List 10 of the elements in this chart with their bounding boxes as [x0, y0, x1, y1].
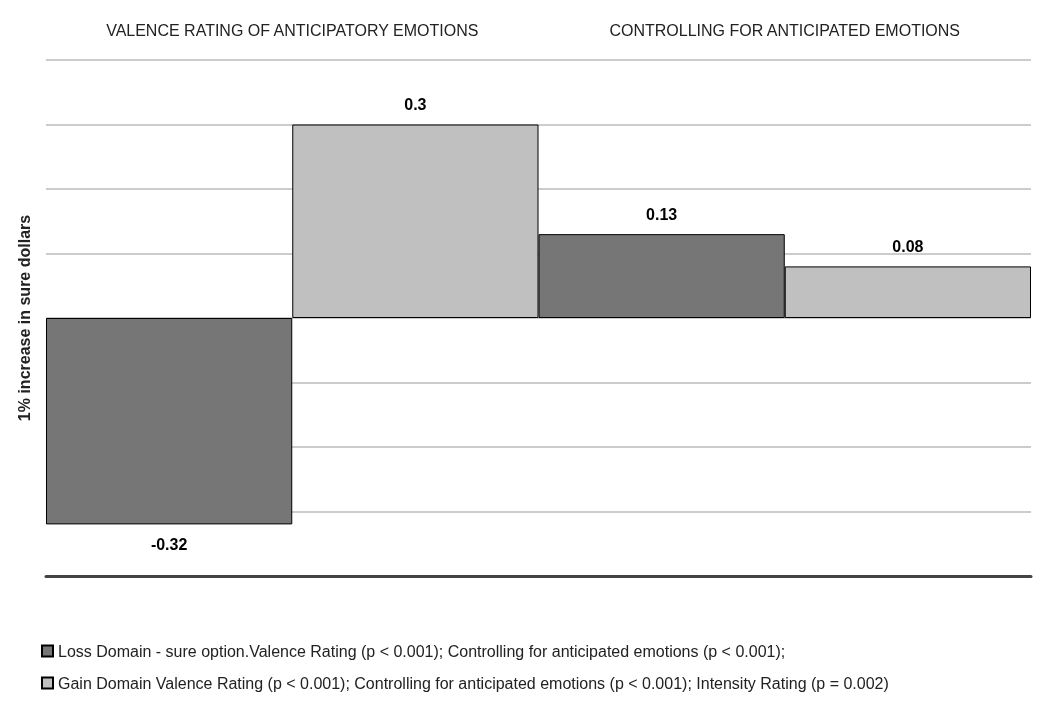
data-label: -0.32	[150, 535, 188, 553]
bar	[46, 318, 293, 525]
x-tick-label: VALENCE RATING OF ANTICIPATORY EMOTIONS	[106, 21, 479, 39]
legend-label: Gain Domain Valence Rating (p < 0.001); Controlling for anticipated emotions (p < 0.001); Intensity Rating (p = 0.002)	[58, 674, 889, 692]
data-label: 0.08	[892, 237, 924, 255]
data-label: 0.3	[404, 96, 427, 113]
y-axis-title: 1% increase in sure dollars	[15, 214, 33, 422]
data-label: 0.13	[646, 205, 678, 223]
x-tick-label: CONTROLLING FOR ANTICIPATED EMOTIONS	[609, 21, 961, 39]
legend-label: Loss Domain - sure option.Valence Rating (p < 0.001); Controlling for anticipated emotions (p < 0.001);	[58, 642, 786, 660]
